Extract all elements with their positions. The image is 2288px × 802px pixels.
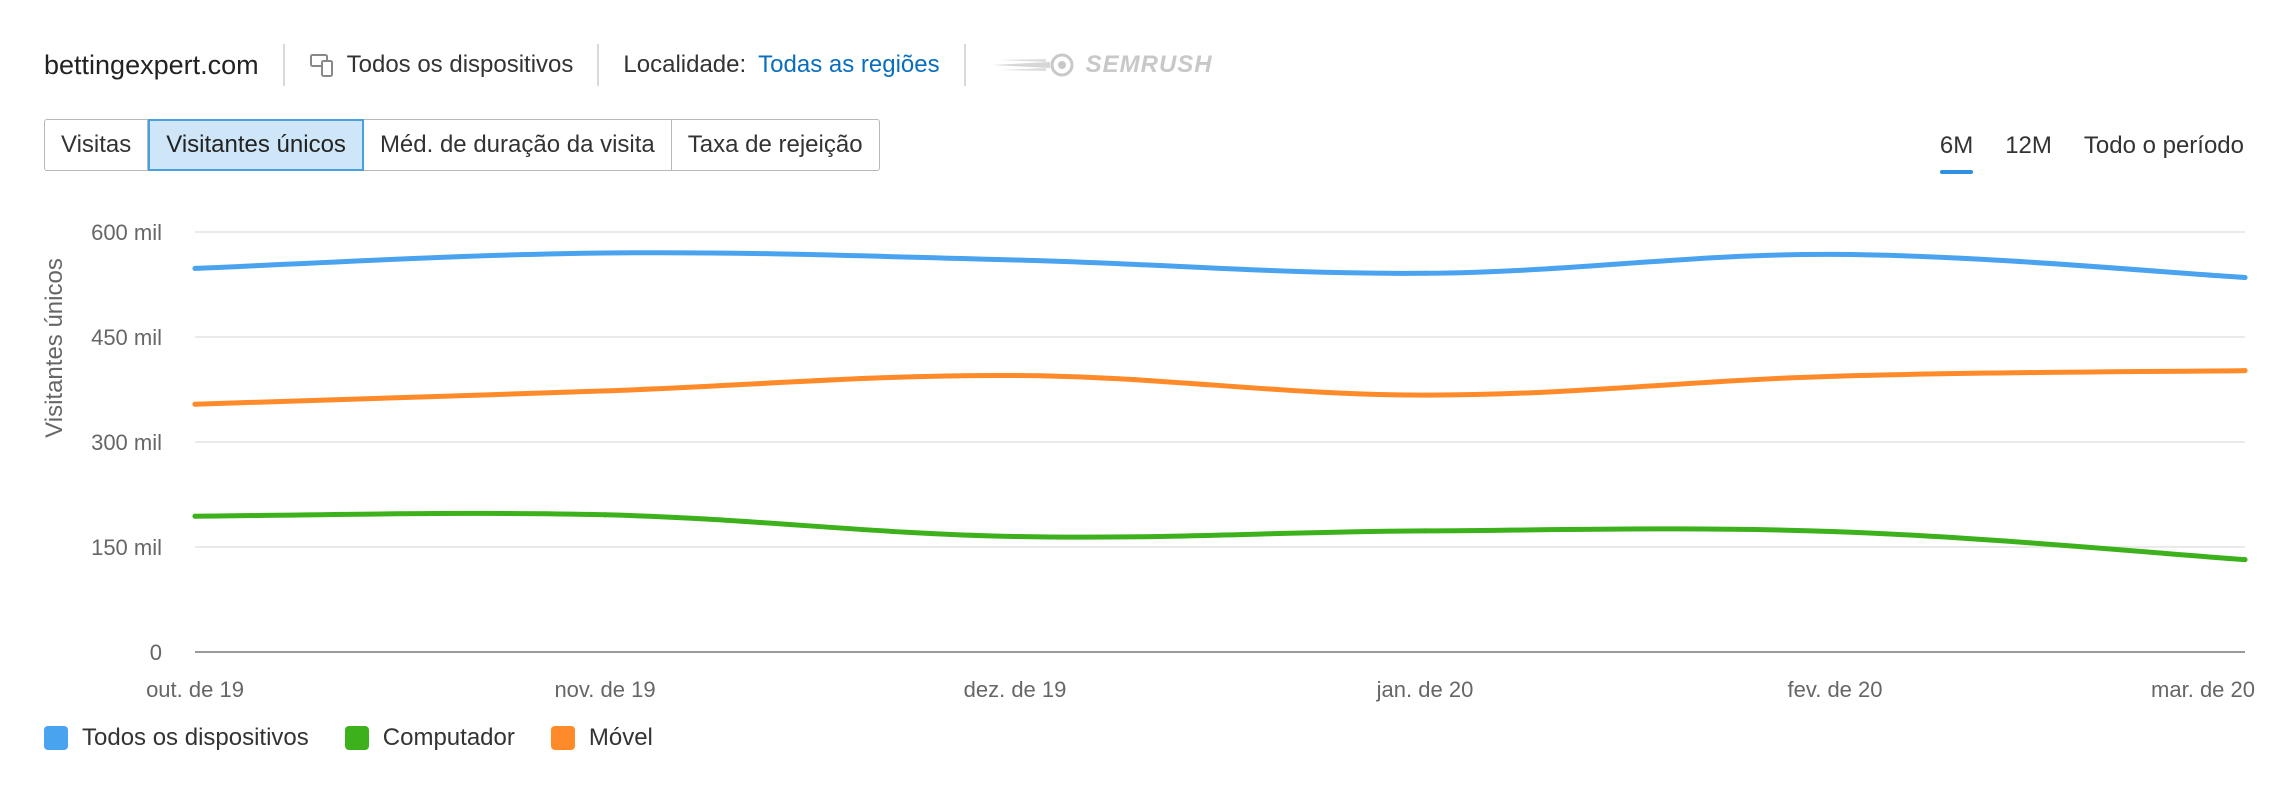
legend-label: Todos os dispositivos [82, 724, 309, 751]
tab-label: Méd. de duração da visita [379, 131, 655, 158]
chart-series [192, 250, 2248, 563]
tab-unique-visitors[interactable]: Visitantes únicos [148, 119, 364, 171]
semrush-fireball-icon [991, 53, 1074, 77]
data-point[interactable] [2242, 368, 2248, 374]
legend-label: Móvel [588, 724, 653, 751]
tab-visits[interactable]: Visitas [44, 119, 149, 171]
legend-item-desktop[interactable]: Computador [344, 724, 515, 752]
legend-swatch [44, 726, 68, 750]
data-point[interactable] [602, 512, 608, 518]
legend-label: Computador [382, 724, 515, 751]
device-filter[interactable]: Todos os dispositivos [309, 51, 574, 79]
x-tick-label: dez. de 19 [964, 677, 1067, 702]
locality-link[interactable]: Todas as regiões [758, 51, 940, 78]
brand-name: SEMRUSH [1085, 51, 1213, 78]
data-point[interactable] [1012, 534, 1018, 539]
data-point[interactable] [192, 265, 198, 271]
devices-icon [309, 52, 335, 78]
unique-visitors-chart: 0 150 mil 300 mil 450 mil 600 mil Visitantes… [41, 220, 2255, 702]
series-desktop-line[interactable] [192, 510, 2248, 563]
tab-label: Taxa de rejeição [687, 131, 863, 158]
period-all-time[interactable]: Todo o período [2083, 132, 2244, 159]
data-point[interactable] [602, 388, 608, 394]
legend-swatch [550, 726, 575, 750]
data-point[interactable] [1422, 270, 1428, 276]
tab-label: Visitas [61, 131, 132, 158]
period-12m[interactable]: 12M [2005, 132, 2052, 159]
data-point[interactable] [1422, 392, 1428, 398]
divider [597, 44, 600, 86]
x-axis: out. de 19 nov. de 19 dez. de 19 jan. de 20… [146, 677, 2255, 702]
x-tick-label: jan. de 20 [1376, 677, 1474, 702]
data-point[interactable] [1422, 528, 1428, 534]
data-point[interactable] [1832, 251, 1838, 257]
series-all-devices-line[interactable] [192, 250, 2248, 280]
divider [282, 44, 285, 86]
semrush-logo: SEMRUSH [990, 51, 1213, 79]
y-tick-label: 0 [150, 640, 162, 665]
x-tick-label: out. de 19 [146, 677, 244, 702]
tab-bounce-rate[interactable]: Taxa de rejeição [671, 119, 880, 171]
locality-label: Localidade: [623, 51, 747, 78]
domain-name: bettingexpert.com [44, 49, 259, 80]
divider [963, 44, 966, 86]
legend-item-mobile[interactable]: Móvel [550, 724, 653, 752]
tab-avg-visit-duration[interactable]: Méd. de duração da visita [363, 119, 672, 171]
tab-label: Visitantes únicos [166, 131, 346, 158]
x-tick-label: fev. de 20 [1788, 677, 1883, 702]
period-selector: 6M 12M Todo o período [1908, 124, 2244, 174]
y-tick-label: 300 mil [91, 430, 162, 455]
x-tick-label: mar. de 20 [2151, 677, 2255, 702]
x-tick-label: nov. de 19 [554, 677, 655, 702]
chart-grid [195, 231, 2245, 653]
y-tick-label: 450 mil [91, 325, 162, 350]
period-6m[interactable]: 6M [1939, 124, 1974, 174]
data-point[interactable] [602, 250, 608, 256]
device-filter-label: Todos os dispositivos [346, 51, 574, 78]
data-point[interactable] [1012, 373, 1018, 378]
y-axis: 0 150 mil 300 mil 450 mil 600 mil [91, 220, 162, 665]
data-point[interactable] [1832, 529, 1838, 535]
data-point[interactable] [192, 513, 198, 519]
data-point[interactable] [192, 401, 198, 407]
data-point[interactable] [1832, 373, 1838, 379]
data-point[interactable] [2242, 557, 2248, 563]
y-axis-label: Visitantes únicos [41, 258, 68, 438]
series-mobile-line[interactable] [192, 368, 2248, 407]
metric-tabs: Visitas Visitantes únicos Méd. de duraçã… [44, 119, 880, 171]
legend-item-all-devices[interactable]: Todos os dispositivos [44, 724, 309, 752]
y-tick-label: 150 mil [91, 535, 162, 560]
report-header: bettingexpert.com Todos os dispositivos … [44, 40, 1213, 90]
data-point[interactable] [2242, 275, 2248, 280]
y-tick-label: 600 mil [91, 220, 162, 245]
legend-swatch [344, 726, 369, 750]
chart-legend: Todos os dispositivos Computador Móvel [44, 724, 689, 752]
data-point[interactable] [1012, 257, 1018, 263]
